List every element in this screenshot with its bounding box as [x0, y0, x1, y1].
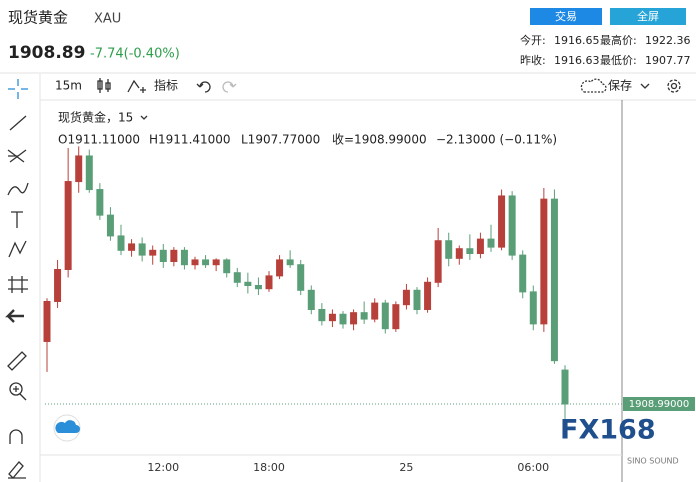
candle-body: [117, 235, 125, 251]
candle-body: [191, 259, 199, 266]
legend-title: 现货黄金，15: [58, 110, 133, 125]
x-tick-label: 18:00: [253, 461, 285, 474]
stat-label: 最高价:: [600, 33, 637, 47]
trade-button[interactable]: [530, 8, 602, 25]
candle-body: [413, 289, 421, 310]
cloud-icon: [55, 420, 80, 433]
candle-body: [318, 308, 326, 322]
redo-icon: [222, 81, 237, 93]
candle-body: [286, 259, 294, 266]
save[interactable]: 保存: [608, 79, 632, 93]
candle-body: [550, 198, 558, 362]
legend-ohlc: 收=1908.99000: [332, 133, 427, 147]
candle-body: [276, 259, 284, 277]
candle-body: [307, 289, 315, 310]
fullscreen-button[interactable]: [610, 8, 686, 25]
chart: [43, 146, 622, 424]
instrument-name: 现货黄金: [8, 9, 68, 27]
candle-body: [180, 249, 188, 266]
price-change: -7.74(-0.40%): [90, 47, 180, 62]
candle-body: [159, 249, 167, 263]
candle-body: [202, 259, 210, 266]
candle-body: [128, 243, 136, 251]
stat-value: 1916.65: [554, 34, 600, 47]
candle-body: [350, 312, 358, 325]
candle-body: [54, 269, 62, 302]
candle-body: [424, 281, 432, 310]
stat-value: 1907.77: [645, 54, 691, 67]
candle-body: [487, 238, 495, 248]
cloud-save-icon[interactable]: [580, 78, 607, 93]
candle-body: [371, 302, 379, 320]
legend-ohlc: L1907.77000: [241, 133, 320, 147]
watermark-brand: FX168: [560, 415, 656, 446]
candle-body: [402, 289, 410, 306]
candle-body: [466, 248, 474, 255]
last-price: 1908.89: [8, 43, 85, 63]
interval[interactable]: 15m: [55, 79, 82, 93]
candle-body: [561, 369, 569, 405]
x-tick-label: 25: [399, 461, 413, 474]
candle-body: [540, 198, 548, 325]
stat-value: 1922.36: [645, 34, 691, 47]
candle-body: [64, 181, 72, 271]
x-tick-label: 06:00: [517, 461, 549, 474]
stat-label: 最低价:: [600, 54, 637, 67]
candle-body: [233, 272, 241, 283]
candle-body: [297, 264, 305, 291]
watermark-sub: SINO SOUND: [627, 457, 679, 466]
x-tick-label: 12:00: [147, 461, 179, 474]
candle-body: [265, 275, 273, 290]
last-price-label: 1908.99000: [629, 399, 689, 410]
candle-body: [212, 259, 220, 266]
candle-type-icon[interactable]: [97, 78, 111, 93]
legend-ohlc: −2.13000 (−0.11%): [436, 133, 557, 147]
undo-icon[interactable]: [196, 81, 211, 93]
candle-body: [529, 291, 537, 325]
candle-body: [445, 240, 453, 259]
stat-label: 今开:: [520, 33, 546, 47]
legend-ohlc: O1911.11000: [58, 133, 140, 147]
candle-body: [476, 238, 484, 255]
trade-button-label[interactable]: 交易: [555, 9, 577, 23]
stat-label: 昨收:: [520, 53, 546, 67]
candle-body: [360, 312, 368, 320]
candle-body: [244, 281, 252, 286]
candle-body: [106, 214, 114, 237]
candle-body: [85, 155, 93, 191]
legend-collapse-icon[interactable]: [140, 115, 148, 120]
candle-body: [75, 155, 83, 183]
legend-ohlc: H1911.41000: [149, 133, 231, 147]
candle-body: [508, 195, 516, 256]
candle-body: [498, 195, 506, 248]
settings-icon[interactable]: [667, 79, 681, 93]
candle-body: [434, 240, 442, 283]
stat-value: 1916.63: [554, 54, 600, 67]
save-menu-icon[interactable]: [640, 83, 650, 89]
candle-body: [138, 243, 146, 256]
crosshair-icon[interactable]: [8, 79, 28, 99]
candle-body: [328, 313, 336, 322]
symbol: XAU: [94, 12, 121, 27]
last-price-tag: [623, 396, 695, 411]
candle-body: [254, 284, 262, 290]
candle-body: [392, 304, 400, 330]
indicators[interactable]: 指标: [154, 78, 178, 93]
candle-body: [149, 249, 157, 256]
candle-body: [455, 248, 463, 259]
candle-body: [96, 189, 104, 216]
candle-body: [519, 254, 527, 293]
fullscreen-button-label[interactable]: 全屏: [637, 9, 659, 23]
candle-body: [223, 259, 231, 274]
indicators-icon[interactable]: [127, 79, 146, 93]
drawing-tools[interactable]: [5, 115, 29, 479]
candle-body: [381, 302, 389, 330]
candle-body: [170, 249, 178, 263]
candle-body: [43, 300, 51, 342]
candle-body: [339, 313, 347, 325]
